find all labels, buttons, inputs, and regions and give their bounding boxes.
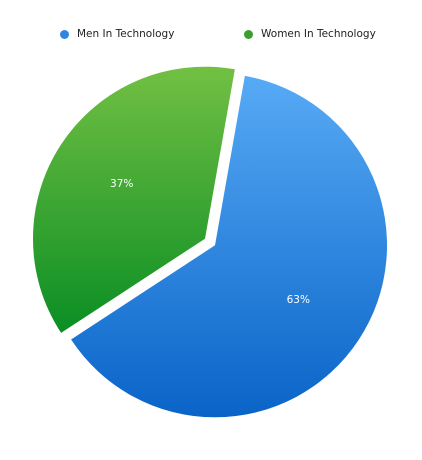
pie-slices	[32, 66, 388, 418]
legend-swatch-women-icon	[244, 29, 253, 39]
slice-label-men: 63%	[287, 294, 310, 306]
legend-swatch-men-icon	[60, 29, 69, 39]
slice-label-women: 37%	[110, 178, 133, 190]
legend-entry-men[interactable]: Men In Technology	[60, 28, 174, 40]
pie-labels: 63% 37%	[110, 178, 310, 306]
legend-entry-women[interactable]: Women In Technology	[244, 28, 376, 40]
legend-label-women: Women In Technology	[261, 28, 376, 40]
pie-slice-women[interactable]	[32, 66, 235, 333]
legend-label-men: Men In Technology	[77, 28, 175, 40]
chart-legend: Men In Technology Women In Technology	[0, 28, 422, 46]
pie-slice-men[interactable]	[71, 75, 388, 418]
